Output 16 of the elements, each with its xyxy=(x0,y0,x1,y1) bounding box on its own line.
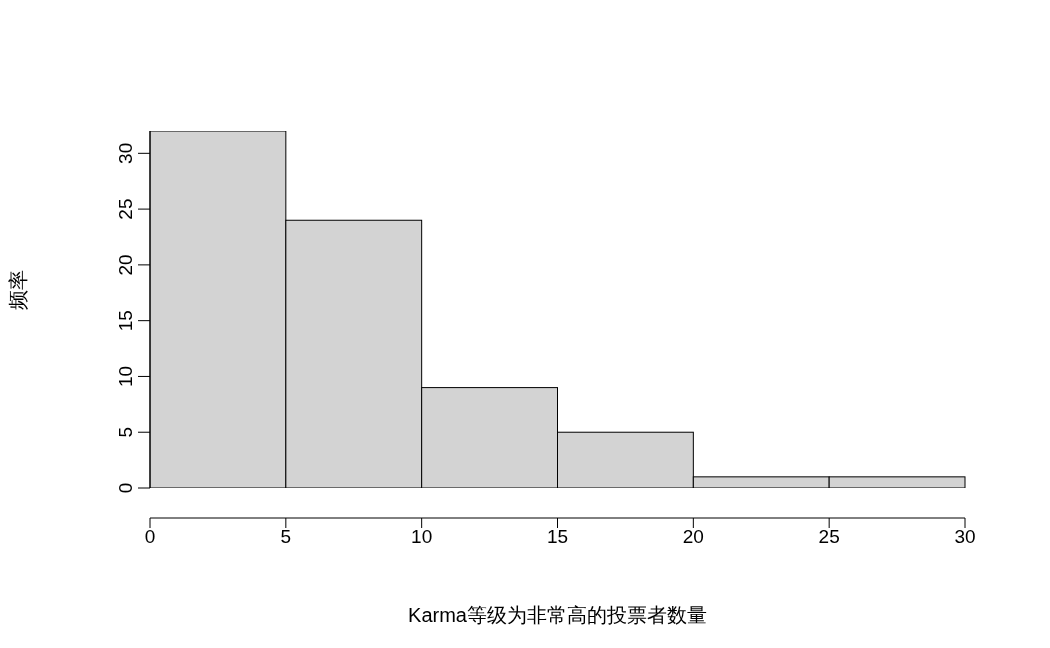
x-tick-label: 10 xyxy=(411,526,433,548)
x-tick-label: 15 xyxy=(546,526,569,548)
x-tick-label: 5 xyxy=(280,526,292,548)
x-tick-label: 20 xyxy=(682,526,704,548)
x-tick-label: 25 xyxy=(818,526,840,548)
y-tick-label: 25 xyxy=(115,198,136,220)
y-tick-label: 15 xyxy=(115,310,136,332)
y-tick-label: 20 xyxy=(115,254,136,276)
x-axis-title: Karma等级为非常高的投票者数量 xyxy=(408,604,707,626)
x-tick-label: 0 xyxy=(144,526,156,548)
y-tick-label: 30 xyxy=(115,142,136,164)
y-tick-label: 0 xyxy=(115,482,136,494)
y-tick-label: 5 xyxy=(115,426,136,438)
y-axis-title: 频率 xyxy=(7,269,30,310)
y-tick-label: 10 xyxy=(115,365,136,388)
x-tick-label: 30 xyxy=(954,526,976,548)
